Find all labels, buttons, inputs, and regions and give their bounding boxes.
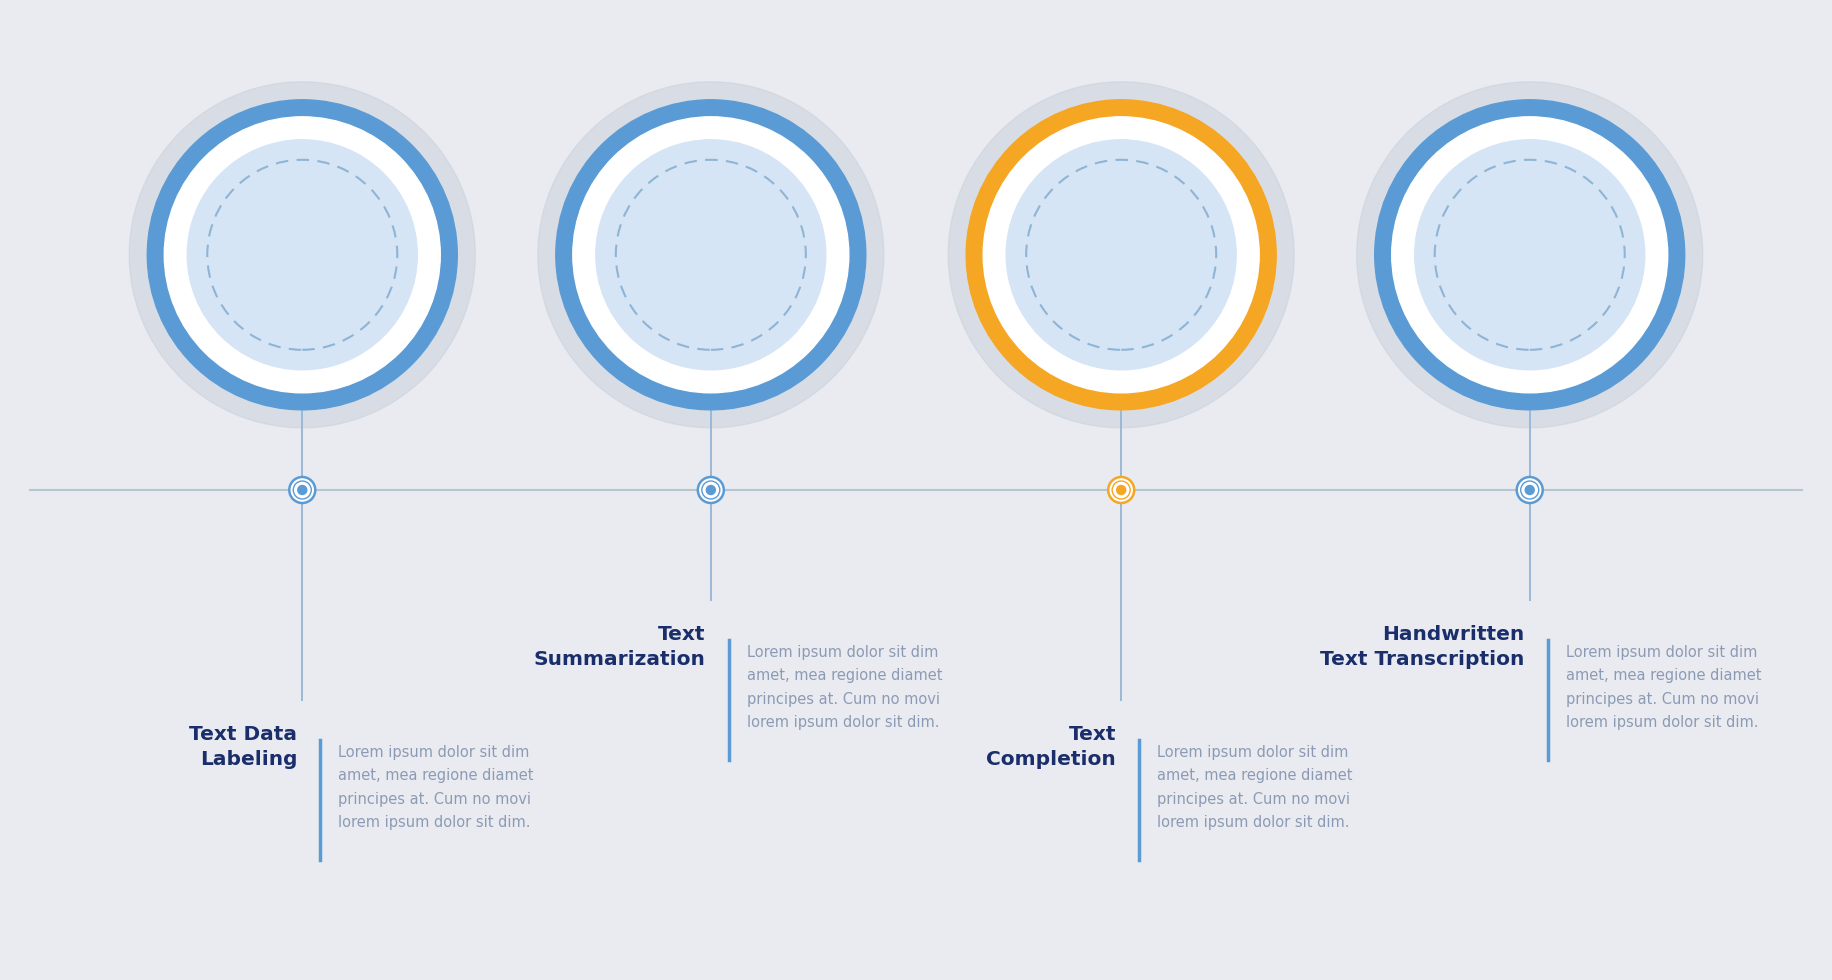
Text: Lorem ipsum dolor sit dim
amet, mea regione diamet
principes at. Cum no movi
lor: Lorem ipsum dolor sit dim amet, mea regi… bbox=[339, 745, 533, 830]
Circle shape bbox=[147, 100, 458, 410]
Circle shape bbox=[1112, 481, 1130, 499]
Circle shape bbox=[707, 485, 714, 495]
Text: Lorem ipsum dolor sit dim
amet, mea regione diamet
principes at. Cum no movi
lor: Lorem ipsum dolor sit dim amet, mea regi… bbox=[1566, 645, 1761, 730]
Text: Text
Completion: Text Completion bbox=[986, 725, 1116, 769]
Text: Text Data
Labeling: Text Data Labeling bbox=[189, 725, 297, 769]
Circle shape bbox=[539, 81, 883, 428]
Circle shape bbox=[130, 81, 474, 428]
Circle shape bbox=[555, 100, 867, 410]
Circle shape bbox=[293, 481, 311, 499]
Circle shape bbox=[1521, 481, 1539, 499]
Circle shape bbox=[965, 100, 1277, 410]
Circle shape bbox=[1414, 140, 1645, 369]
Circle shape bbox=[1526, 485, 1533, 495]
Circle shape bbox=[187, 140, 418, 369]
Circle shape bbox=[698, 477, 724, 503]
Circle shape bbox=[1358, 81, 1702, 428]
Text: Lorem ipsum dolor sit dim
amet, mea regione diamet
principes at. Cum no movi
lor: Lorem ipsum dolor sit dim amet, mea regi… bbox=[1158, 745, 1352, 830]
Circle shape bbox=[1374, 100, 1685, 410]
Circle shape bbox=[1108, 477, 1134, 503]
Circle shape bbox=[299, 485, 306, 495]
Text: Handwritten
Text Transcription: Handwritten Text Transcription bbox=[1321, 625, 1524, 669]
Circle shape bbox=[949, 81, 1293, 428]
Circle shape bbox=[1006, 140, 1237, 369]
Circle shape bbox=[573, 117, 848, 393]
Circle shape bbox=[1392, 117, 1667, 393]
Circle shape bbox=[165, 117, 440, 393]
Circle shape bbox=[702, 481, 720, 499]
Circle shape bbox=[1517, 477, 1543, 503]
Text: Lorem ipsum dolor sit dim
amet, mea regione diamet
principes at. Cum no movi
lor: Lorem ipsum dolor sit dim amet, mea regi… bbox=[747, 645, 942, 730]
Text: Text
Summarization: Text Summarization bbox=[533, 625, 705, 669]
Circle shape bbox=[595, 140, 826, 369]
Circle shape bbox=[1118, 485, 1125, 495]
Circle shape bbox=[984, 117, 1259, 393]
Circle shape bbox=[289, 477, 315, 503]
